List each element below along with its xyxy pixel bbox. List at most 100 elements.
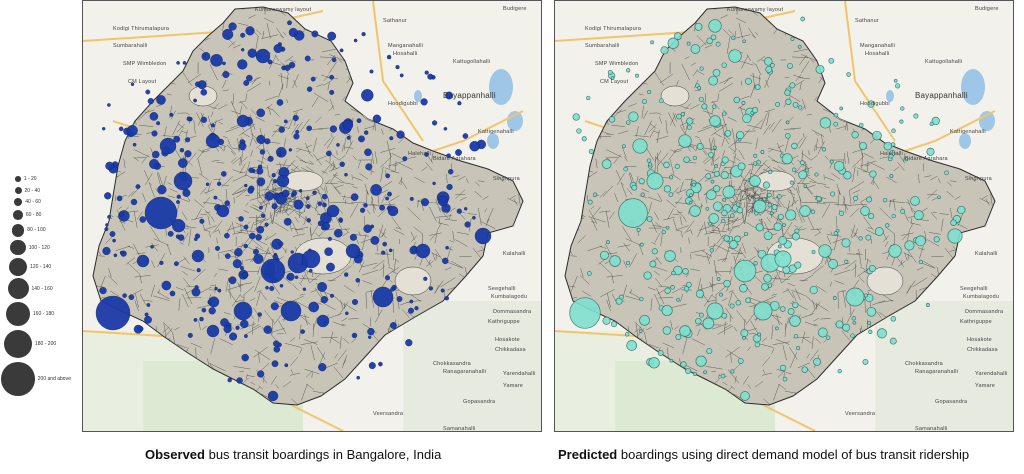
boarding-bubble [277,42,282,47]
boarding-bubble [147,97,154,105]
boarding-bubble [210,123,215,128]
boarding-bubble [852,195,859,202]
place-label: Kumbalagodu [491,294,528,300]
boarding-bubble [327,31,337,41]
boarding-bubble [327,236,332,241]
boarding-bubble [888,153,894,159]
boarding-bubble [356,375,361,380]
boarding-bubble [868,264,876,273]
boarding-bubble [706,347,713,355]
boarding-bubble [734,235,741,243]
boarding-bubble [276,99,284,106]
boarding-bubble [109,231,116,237]
boarding-bubble [306,218,311,223]
boarding-bubble [243,80,250,86]
boarding-bubble [302,287,307,291]
boarding-bubble [273,345,281,353]
boarding-bubble [280,300,302,322]
place-label: Kathriguppe [488,319,520,325]
boarding-bubble [730,369,735,374]
boarding-bubble [351,332,358,339]
place-label: Gopasandra [935,399,968,405]
boarding-bubble [267,390,279,402]
boarding-bubble [352,299,359,306]
boarding-bubble [728,49,742,63]
boarding-bubble [224,200,230,206]
boarding-bubble [346,135,351,140]
boarding-bubble [719,292,723,297]
boarding-bubble [866,306,877,317]
boarding-bubble [326,150,332,157]
boarding-bubble [437,195,449,207]
boarding-bubble [144,315,152,324]
boarding-bubble [365,163,373,171]
boarding-bubble [694,22,703,31]
boarding-bubble [692,155,698,161]
boarding-bubble [135,184,141,190]
boarding-bubble [208,307,216,315]
boarding-bubble [863,293,868,298]
boarding-bubble [344,272,349,277]
boarding-bubble [385,173,391,179]
boarding-bubble [774,250,792,268]
boarding-bubble [638,178,645,185]
boarding-bubble [388,248,393,253]
boarding-bubble [683,156,690,163]
boarding-bubble [712,201,723,212]
boarding-bubble [240,48,245,52]
boarding-bubble [838,210,845,216]
boarding-bubble [349,233,357,241]
boarding-bubble [763,231,773,241]
boarding-bubble [649,260,657,268]
boarding-bubble [798,170,808,180]
legend-label: 160 - 180 [32,310,55,317]
legend-circle [11,224,25,237]
place-label: Budigere [975,6,999,12]
open-area [866,266,904,296]
boarding-bubble [258,205,263,210]
boarding-bubble [618,294,624,300]
boarding-bubble [157,185,167,195]
boarding-bubble [722,185,736,199]
boarding-bubble [706,37,713,45]
place-label: Dommasandra [965,309,1004,315]
observed-boardings-map: Kumaraswamy layout Sathanur Kodigi Thiruma… [82,0,542,432]
boarding-bubble [770,63,775,68]
boarding-bubble [829,159,834,164]
boarding-bubble [691,182,696,187]
place-label: Kalahalli [503,251,526,257]
boarding-bubble [156,121,161,126]
boarding-bubble [156,95,166,105]
boarding-bubble [740,329,749,338]
boarding-bubble [882,197,888,203]
boarding-bubble [850,333,855,338]
place-label: Samanahalli [443,426,476,432]
boarding-bubble [184,150,192,158]
observed-caption-bold: Observed [145,447,205,462]
place-label: Ranagaranahalli [915,369,959,375]
boarding-bubble [102,246,111,256]
boarding-bubble [145,89,151,95]
boarding-bubble [668,192,674,198]
boarding-bubble [904,240,915,251]
boarding-bubble [780,306,786,312]
legend-label: 120 - 140 [30,264,52,271]
boarding-bubble [791,232,800,241]
boarding-bubble [602,316,611,325]
boarding-bubble [686,124,692,130]
boarding-bubble [689,205,701,217]
place-label: Chikkadasa [495,347,526,353]
boarding-bubble [199,218,205,224]
boarding-bubble [278,241,284,247]
boarding-bubble [789,180,794,185]
boarding-bubble [247,187,254,194]
place-label: Hosakote [967,337,992,343]
boarding-bubble [175,234,181,239]
boarding-bubble [321,193,328,200]
legend-item: 180 - 200 [4,330,56,358]
boarding-bubble [279,283,284,288]
boarding-bubble [705,173,712,180]
boarding-bubble [618,198,648,228]
boarding-bubble [781,153,793,165]
boarding-bubble [361,31,366,37]
